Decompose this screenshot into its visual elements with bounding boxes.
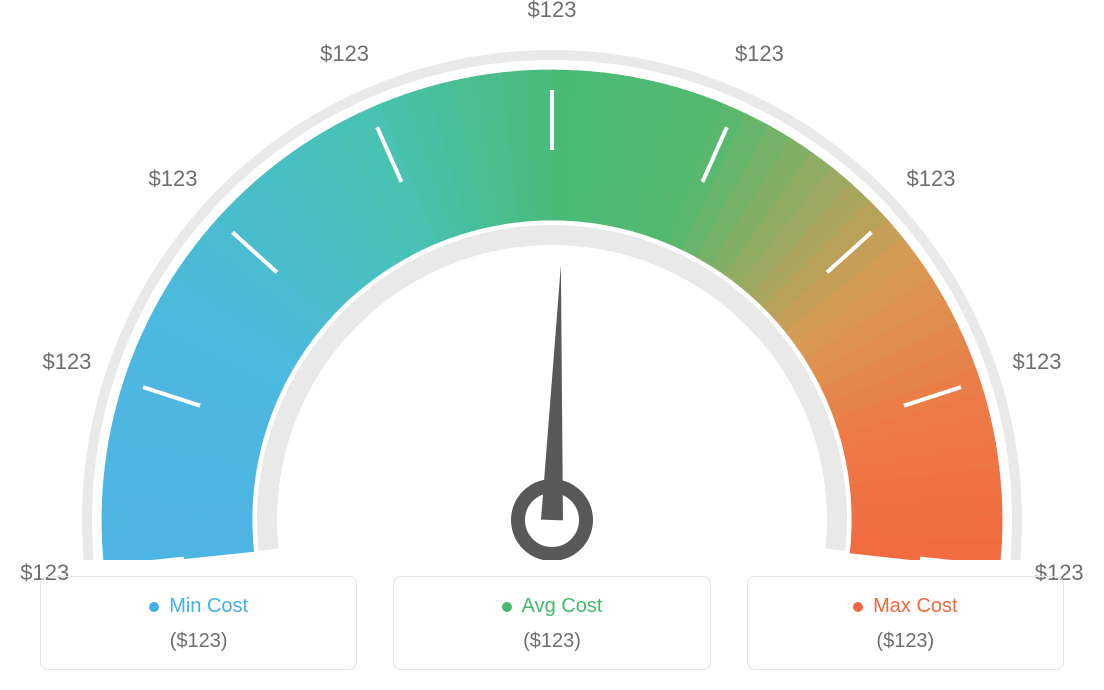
legend-label-max: Max Cost [873,595,957,618]
legend-label-min: Min Cost [169,595,248,618]
gauge-tick-label: $123 [320,41,369,67]
legend-value-min: ($123) [51,630,346,653]
legend-value-max: ($123) [758,630,1053,653]
legend-title-max: Max Cost [853,595,957,618]
gauge-svg [0,0,1104,560]
legend-label-avg: Avg Cost [522,595,603,618]
legend-value-avg: ($123) [404,630,699,653]
gauge-tick-label: $123 [907,166,956,192]
legend-card-min: Min Cost ($123) [40,576,357,670]
legend-title-min: Min Cost [149,595,248,618]
legend-card-max: Max Cost ($123) [747,576,1064,670]
legend-title-avg: Avg Cost [502,595,603,618]
legend-row: Min Cost ($123) Avg Cost ($123) Max Cost… [40,576,1064,670]
gauge-tick-label: $123 [1013,349,1062,375]
gauge-tick-label: $123 [528,0,577,23]
gauge-tick-label: $123 [42,349,91,375]
legend-dot-min [149,602,159,612]
gauge-container: $123$123$123$123$123$123$123$123$123 [0,0,1104,560]
legend-dot-max [853,602,863,612]
legend-dot-avg [502,602,512,612]
gauge-tick-label: $123 [149,166,198,192]
gauge-tick-label: $123 [735,41,784,67]
legend-card-avg: Avg Cost ($123) [393,576,710,670]
